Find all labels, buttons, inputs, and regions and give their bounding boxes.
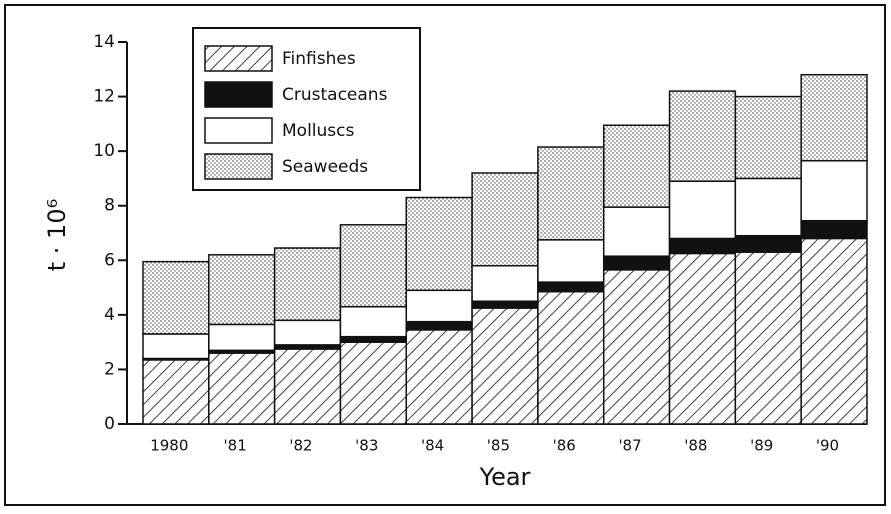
bar-segment (208, 352, 276, 425)
bar-segment (273, 319, 342, 346)
x-axis-label: Year (479, 463, 531, 491)
bar-segment (602, 269, 671, 425)
bar-segment (537, 146, 605, 241)
legend-swatch (204, 117, 273, 144)
y-tick-label: 2 (104, 359, 115, 379)
y-tick-label: 0 (104, 414, 115, 434)
bar-segment (339, 335, 408, 343)
bar-segment (537, 239, 605, 283)
y-tick-label: 12 (93, 87, 115, 107)
y-tick-label: 10 (93, 141, 115, 161)
x-tick-label: '84 (421, 437, 444, 455)
y-tick-label: 8 (104, 196, 115, 216)
x-tick-label: '88 (684, 437, 707, 455)
bar-segment (273, 247, 342, 322)
legend-label: Molluscs (282, 121, 354, 141)
bar-segment (668, 237, 737, 255)
bar-segment (537, 290, 605, 425)
legend-swatch (204, 45, 273, 72)
bar-segment (142, 359, 210, 425)
bar-segment (800, 219, 868, 240)
bar-segment (405, 196, 473, 292)
bar-segment (339, 341, 408, 425)
bar-segment (734, 251, 802, 425)
bar-segment (668, 180, 737, 240)
bar-segment (273, 348, 342, 425)
y-axis-label: t · 10⁶ (43, 199, 71, 271)
bar-segment (800, 73, 868, 162)
x-tick-label: '90 (816, 437, 839, 455)
bar-segment (405, 320, 473, 331)
legend-label: Seaweeds (282, 157, 368, 177)
bar-segment (734, 177, 802, 237)
bar-segment (471, 300, 539, 309)
bar-segment (405, 329, 473, 425)
legend-swatch (204, 153, 273, 180)
x-tick-label: '81 (224, 437, 247, 455)
bar-segment (602, 124, 671, 208)
x-tick-label: '89 (750, 437, 773, 455)
legend-label: Crustaceans (282, 85, 388, 105)
bar-segment (800, 159, 868, 222)
bar-segment (339, 224, 408, 308)
x-tick-label: '87 (618, 437, 641, 455)
x-tick-label: '82 (289, 437, 312, 455)
bar-segment (668, 252, 737, 425)
bar-segment (537, 281, 605, 293)
bar-segment (734, 234, 802, 253)
bar-segment (471, 172, 539, 267)
x-tick-label: 1980 (150, 437, 188, 455)
bar-segment (208, 323, 276, 352)
bar-segment (339, 305, 408, 338)
x-tick-label: '86 (553, 437, 576, 455)
y-tick-label: 14 (93, 32, 115, 52)
bar-segment (142, 333, 210, 360)
bar-segment (602, 255, 671, 271)
bar-segment (471, 264, 539, 302)
legend-swatch (204, 81, 273, 108)
bar-segment (602, 206, 671, 257)
bar-segment (734, 95, 802, 180)
y-tick-label: 4 (104, 305, 115, 325)
bar-segment (471, 307, 539, 425)
bar-segment (142, 260, 210, 335)
x-tick-label: '85 (487, 437, 510, 455)
bar-segment (800, 237, 868, 425)
frame (4, 4, 886, 506)
bar-segment (405, 289, 473, 323)
bar-segment (668, 90, 737, 182)
bar-segment (208, 254, 276, 326)
y-tick-label: 6 (104, 250, 115, 270)
x-tick-label: '83 (355, 437, 378, 455)
legend-label: Finfishes (282, 49, 356, 69)
